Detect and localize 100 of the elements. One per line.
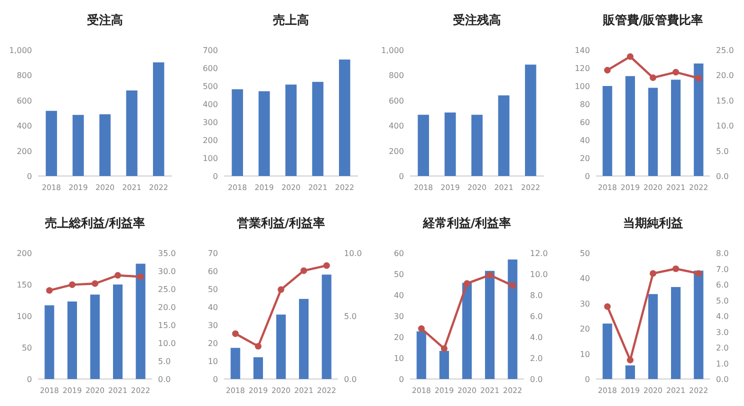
y-tick-label: 50 [394,270,404,279]
point [695,270,702,277]
point [672,265,680,272]
y-tick-label: 60 [394,249,404,258]
y-tick-label: 400 [202,100,218,109]
point [695,74,702,82]
y-tick-label: 1,000 [381,46,404,55]
bar [602,86,612,176]
y-tick-label: 40 [394,291,404,300]
y2-tick-label: 0.0 [344,375,357,384]
bar [230,348,240,379]
y2-tick-label: 0.0 [716,375,729,384]
y2-tick-label: 0.0 [158,375,171,384]
y-tick-label: 20 [580,324,590,334]
y-tick-label: 200 [16,249,32,258]
point [254,342,262,350]
bar [462,282,472,379]
y-tick-label: 150 [16,280,32,290]
y-tick-label: 120 [574,64,590,73]
chart-title: 販管費/販管費比率 [602,13,704,27]
point [440,345,448,352]
point [114,272,122,279]
y2-tick-label: 2.0 [530,354,543,363]
bar [299,298,309,379]
y-tick-label: 60 [208,267,218,276]
bar [152,62,164,176]
y-tick-label: 200 [16,146,32,156]
y-tick-label: 1,000 [9,46,32,55]
bar [648,88,658,176]
y-tick-label: 50 [580,249,590,258]
y-tick-label: 40 [580,274,590,284]
bar [625,365,635,379]
y-tick-label: 0 [212,172,218,181]
y-tick-label: 30 [208,321,218,330]
y-tick-label: 100 [202,154,218,163]
y2-tick-label: 15.0 [716,96,734,106]
y-tick-label: 200 [388,146,404,156]
y-tick-label: 10 [208,357,218,366]
bar [671,80,681,176]
y2-tick-label: 12.0 [530,249,548,258]
y2-tick-label: 10.0 [716,122,734,131]
bar [498,95,510,176]
bar [471,114,483,176]
y-tick-label: 0 [398,375,404,384]
bar [136,264,146,379]
y-tick-label: 30 [394,312,404,321]
chart-title: 売上高 [273,13,309,27]
point [92,280,98,287]
y-tick-label: 0 [212,375,218,384]
chart-title: 受注残高 [452,13,501,27]
y-tick-label: 50 [22,344,32,352]
point [626,356,634,364]
bar [444,112,456,176]
bar [253,357,263,379]
y2-tick-label: 5.0 [344,312,357,321]
bar [418,114,430,176]
y2-tick-label: 8.0 [716,249,729,258]
y-tick-label: 10 [580,350,590,359]
y-tick-label: 400 [16,122,32,131]
bar [602,324,612,379]
y-tick-label: 0 [584,375,590,384]
y2-tick-label: 2.0 [716,344,729,352]
y-tick-label: 30 [580,299,590,308]
bar [485,270,495,379]
y-tick-label: 70 [208,249,218,258]
y2-tick-label: 30.0 [158,267,176,276]
y-tick-label: 100 [16,312,32,321]
y-tick-label: 40 [580,136,590,145]
point [626,53,634,60]
y2-tick-label: 15.0 [158,321,176,330]
bar [694,270,704,379]
y-tick-label: 10 [394,354,404,363]
bar [276,314,286,379]
bar [67,302,77,379]
point [232,330,239,337]
bar [439,350,449,379]
point [323,262,330,269]
bar [508,260,518,379]
y-tick-label: 20 [580,154,590,163]
y-tick-label: 140 [574,46,590,55]
y2-tick-label: 3.0 [716,328,729,337]
point [68,281,76,288]
point [137,273,144,280]
bar [46,110,58,176]
bar [416,331,426,379]
y-tick-label: 700 [202,46,218,55]
y-tick-label: 800 [388,71,404,80]
chart-title: 経常利益/利益率 [422,216,512,230]
y2-tick-label: 10.0 [530,270,548,279]
bar [694,64,704,176]
y-tick-label: 600 [16,96,32,106]
y2-tick-label: 5.0 [158,357,171,366]
y2-tick-label: 5.0 [716,146,729,156]
bar [338,60,350,176]
bar [258,91,270,176]
bar [322,274,332,379]
point [418,325,425,332]
bar [72,114,84,176]
chart-title: 営業利益/利益率 [236,216,326,230]
y-tick-label: 100 [574,82,590,91]
